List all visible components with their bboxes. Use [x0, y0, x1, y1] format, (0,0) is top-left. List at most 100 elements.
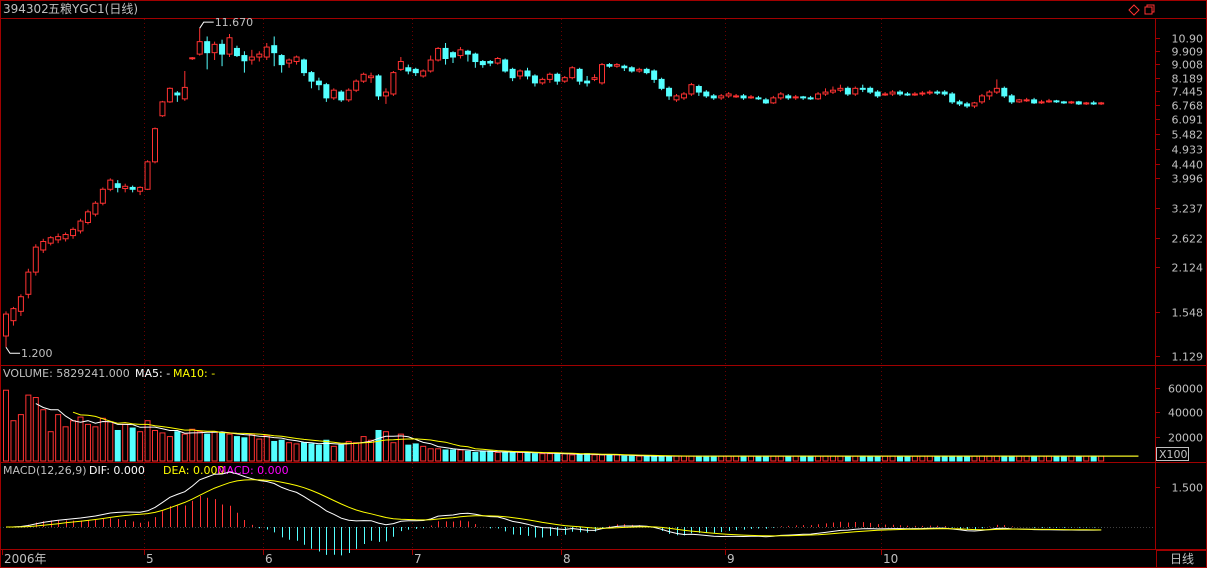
candle [1023, 97, 1030, 102]
candle [17, 294, 24, 316]
candlestick-series[interactable] [3, 28, 1105, 348]
volume-bar [382, 431, 389, 462]
candle-body [397, 61, 404, 70]
period-button[interactable]: 日线 [1156, 550, 1207, 568]
candle-body [353, 80, 360, 91]
volume-bar [360, 436, 367, 462]
volume-title: VOLUME: 5829241.000 [3, 367, 130, 380]
volume-bar [99, 417, 106, 462]
volume-bar [852, 455, 859, 462]
candle [502, 58, 509, 73]
volume-bar [450, 449, 456, 462]
candle-body [576, 68, 583, 82]
candle-body [964, 103, 971, 107]
candle [1068, 100, 1075, 104]
candle [330, 88, 337, 100]
candle-body [1098, 102, 1105, 105]
candle-body [181, 86, 188, 100]
security-name: 五粮YGC1(日线) [48, 1, 138, 16]
volume-bar [800, 455, 807, 462]
candle [554, 72, 561, 85]
volume-tick-label: 20000 [1168, 432, 1203, 445]
candle [815, 92, 822, 100]
volume-bar [822, 455, 829, 462]
candle-body [1060, 101, 1067, 104]
volume-bar [1090, 455, 1097, 462]
volume-bar [70, 420, 77, 462]
volume-bar [874, 455, 881, 462]
candle-body [591, 77, 598, 80]
volume-bar [114, 429, 121, 462]
volume-bar [286, 442, 293, 462]
candle [509, 67, 516, 82]
candle-body [829, 89, 836, 93]
volume-bar [792, 455, 799, 462]
volume-bar [1068, 455, 1075, 462]
macd-value-label: MACD: 0.000 [217, 464, 289, 477]
volume-bar [442, 449, 449, 462]
candle [256, 51, 263, 62]
candle [800, 95, 807, 100]
candle-body [539, 78, 546, 84]
candle [613, 63, 620, 68]
macd-tick-label: 1.500 [1172, 482, 1204, 495]
candle [479, 60, 486, 68]
volume-bar [904, 455, 911, 462]
candle-body [844, 87, 851, 95]
price-tick-label: 9.008 [1172, 59, 1204, 72]
candle [219, 39, 226, 67]
low-marker-line [5, 346, 20, 354]
volume-bar [613, 454, 620, 462]
candle [122, 183, 129, 193]
candle [1098, 101, 1105, 105]
diamond-icon[interactable] [1128, 4, 1140, 16]
candle [1031, 97, 1038, 104]
candle-body [122, 185, 129, 190]
volume-bar [1008, 455, 1015, 462]
date-tick-label: 8 [563, 552, 571, 566]
price-tick-label: 10.90 [1172, 33, 1204, 46]
candle-body [926, 91, 933, 94]
candle [420, 69, 427, 78]
candle [986, 90, 993, 100]
volume-bar [226, 433, 233, 462]
candle-body [867, 87, 874, 93]
candle-body [1053, 100, 1060, 103]
volume-bar [971, 455, 978, 462]
candle-body [442, 47, 449, 60]
candle [129, 185, 136, 193]
candle-body [770, 97, 777, 104]
volume-bar [487, 450, 494, 462]
volume-bar [1016, 455, 1023, 462]
volume-bar [256, 438, 263, 462]
candle-body [159, 101, 166, 117]
candle [338, 90, 345, 102]
volume-bar [934, 455, 941, 462]
candle [680, 92, 687, 100]
period-button-label[interactable]: 日线 [1170, 552, 1194, 566]
candle-body [405, 67, 412, 72]
volume-bar [837, 455, 844, 462]
volume-bar [636, 455, 643, 462]
candle-body [822, 91, 829, 95]
candle-body [695, 85, 702, 93]
candle-body [1038, 101, 1045, 104]
date-tick-label: 7 [414, 552, 422, 566]
candle [829, 86, 836, 94]
candle [606, 63, 613, 68]
candle-body [301, 59, 307, 74]
candle-body [92, 202, 99, 215]
macd-dif-line [5, 471, 1102, 538]
candle-body [658, 78, 665, 89]
candle [733, 93, 740, 98]
macd-title: MACD(12,26,9) [3, 464, 87, 477]
macd-lines [5, 471, 1102, 538]
candle [926, 90, 933, 95]
candle-body [1083, 102, 1090, 105]
volume-bar [189, 428, 196, 462]
candle [159, 100, 166, 117]
volume-bar [1083, 455, 1090, 462]
window-restore-icon[interactable] [1144, 4, 1155, 15]
high-value-label: 11.670 [215, 16, 254, 29]
